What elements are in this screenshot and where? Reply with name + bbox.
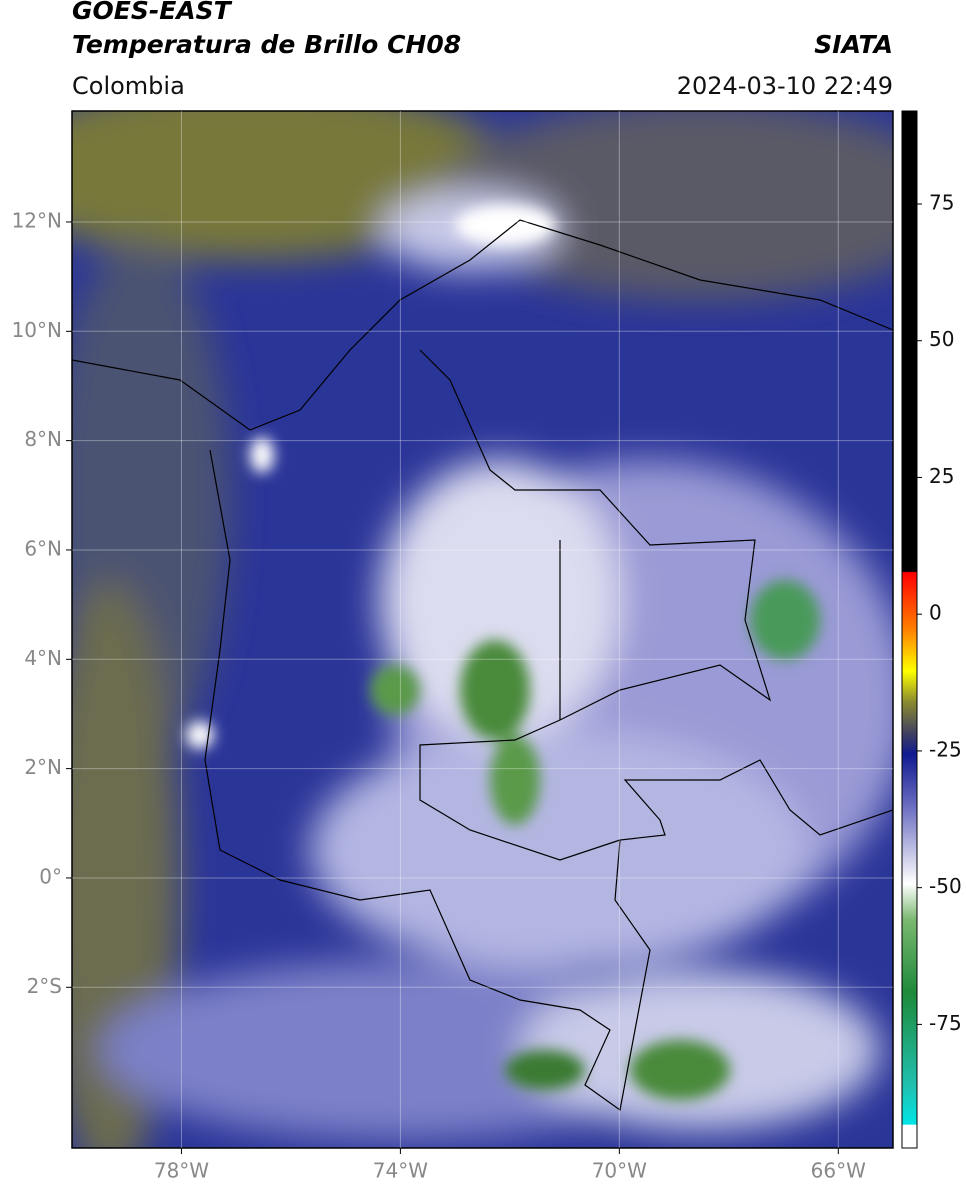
source: SIATA [814, 30, 893, 59]
title: GOES-EAST [72, 0, 233, 25]
y-tick-label: 2°S [27, 974, 62, 998]
colorbar-label: 0 [929, 601, 942, 625]
x-tick-label: 78°W [154, 1159, 209, 1183]
region: Colombia [72, 72, 185, 100]
colorbar-label: -25 [929, 737, 962, 761]
y-tick-label: 10°N [12, 318, 62, 342]
datetime: 2024-03-10 22:49 [677, 72, 893, 100]
subtitle: Temperatura de Brillo CH08 [72, 30, 461, 59]
map-frame [71, 110, 894, 1149]
y-tick-label: 2°N [24, 755, 62, 779]
x-tick-label: 66°W [811, 1159, 866, 1183]
y-tick-label: 6°N [24, 536, 62, 560]
y-tick-label: 8°N [24, 427, 62, 451]
colorbar-label: 75 [929, 190, 954, 214]
colorbar-label: 25 [929, 464, 954, 488]
colorbar-label: -75 [929, 1011, 962, 1035]
y-tick-label: 12°N [12, 208, 62, 232]
colorbar-label: -50 [929, 874, 962, 898]
x-tick-label: 74°W [373, 1159, 428, 1183]
x-tick-label: 70°W [592, 1159, 647, 1183]
satellite-image [72, 111, 893, 1148]
colorbar [901, 110, 918, 1149]
colorbar-label: 50 [929, 327, 954, 351]
y-tick-label: 4°N [24, 646, 62, 670]
y-tick-label: 0° [39, 864, 62, 888]
